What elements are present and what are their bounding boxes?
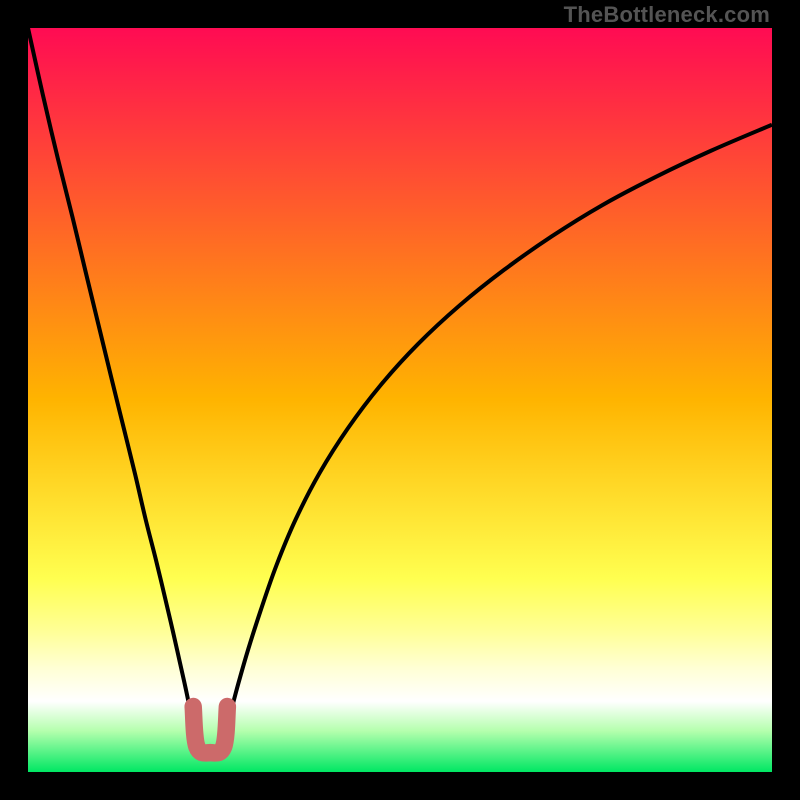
chart-svg [28,28,772,772]
gradient-background [28,28,772,772]
root: TheBottleneck.com [0,0,800,800]
watermark-text: TheBottleneck.com [564,2,770,28]
plot-area [28,28,772,772]
